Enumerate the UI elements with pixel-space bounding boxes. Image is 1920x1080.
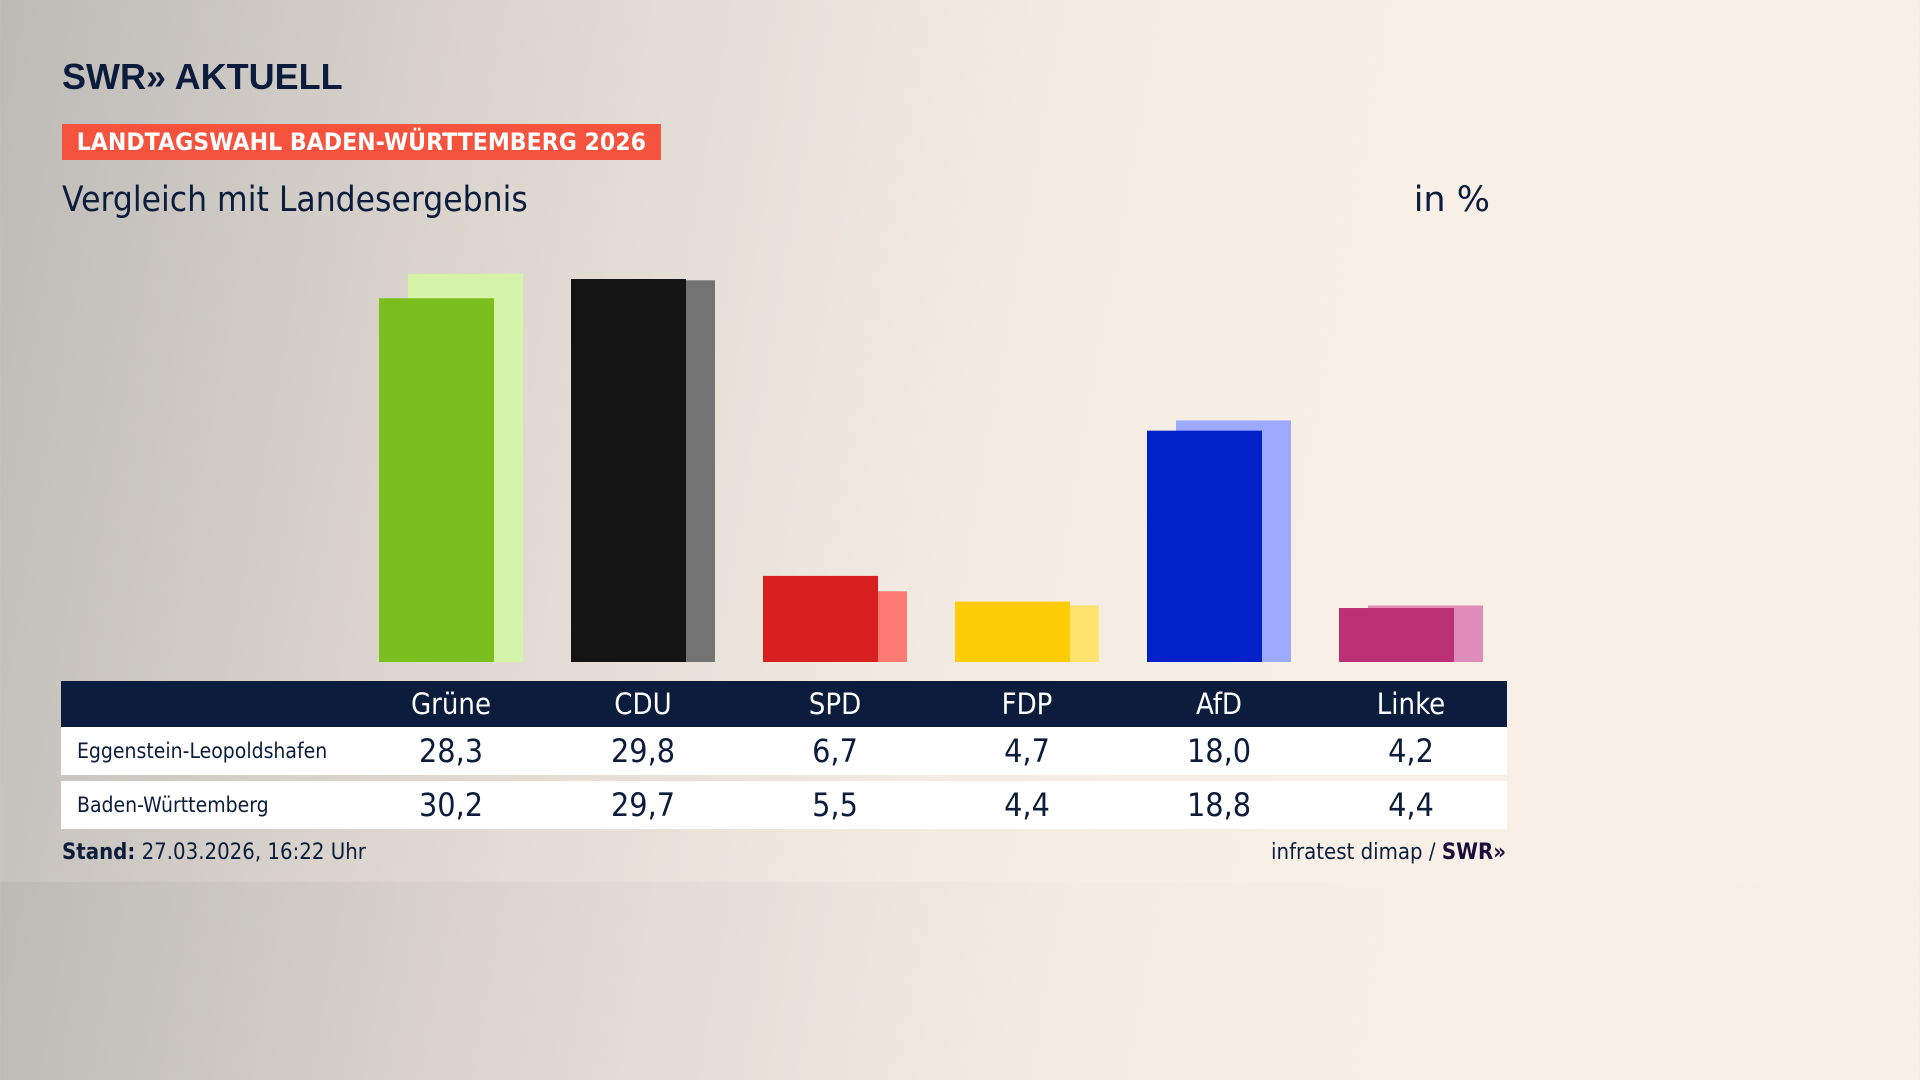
value-cell: 18,8 — [1186, 786, 1252, 824]
bar-spd-gemeinde — [763, 575, 878, 662]
party-label: FDP — [1001, 687, 1053, 721]
value-cell: 4,4 — [1388, 786, 1434, 824]
table-row: Eggenstein-Leopoldshafen 28,3 29,8 6,7 4,7 1… — [61, 727, 1507, 775]
party-label: SPD — [808, 687, 862, 721]
bar-chart — [379, 273, 1483, 662]
value-cell: 29,7 — [610, 786, 676, 824]
party-label: AfD — [1195, 687, 1243, 721]
value-cell: 4,7 — [1004, 732, 1050, 770]
value-cell: 4,2 — [1388, 732, 1434, 770]
swr-logo: SWR» — [1441, 840, 1506, 865]
value-cell: 4,4 — [1004, 786, 1050, 824]
bar-linke-gemeinde — [1339, 608, 1454, 662]
timestamp: Stand: 27.03.2026, 16:22 Uhr — [62, 840, 366, 865]
table-row: Baden-Württemberg 30,2 29,7 5,5 4,4 18,8 4,4 — [61, 781, 1507, 829]
bar-cdu-gemeinde — [571, 279, 686, 662]
value-cell: 18,0 — [1186, 732, 1252, 770]
chart-subtitle: Vergleich mit Landesergebnis — [62, 180, 528, 220]
unit-label: in % — [1413, 180, 1490, 220]
party-label: CDU — [614, 687, 672, 721]
stand-label: Stand: — [62, 840, 136, 865]
value-cell: 6,7 — [812, 732, 858, 770]
value-cell: 28,3 — [418, 732, 484, 770]
bar-grüne-gemeinde — [379, 298, 494, 662]
party-label: Grüne — [410, 687, 492, 721]
swr-aktuell-logo: SWR» AKTUELL — [62, 56, 343, 97]
bar-afd-gemeinde — [1147, 430, 1262, 662]
table-header: Grüne CDU SPD FDP AfD Linke — [61, 681, 1507, 727]
value-cell: 30,2 — [418, 786, 484, 824]
row-label: Baden-Württemberg — [77, 793, 269, 817]
bar-fdp-gemeinde — [955, 601, 1070, 662]
row-label: Eggenstein-Leopoldshafen — [77, 739, 328, 763]
stand-value: 27.03.2026, 16:22 Uhr — [141, 840, 366, 865]
party-label: Linke — [1376, 687, 1446, 721]
source: infratest dimap / SWR» — [1271, 840, 1506, 865]
value-cell: 29,8 — [610, 732, 676, 770]
value-cell: 5,5 — [812, 786, 858, 824]
source-text: infratest dimap / — [1271, 840, 1436, 865]
election-badge: LANDTAGSWAHL BADEN-WÜRTTEMBERG 2026 — [62, 124, 661, 160]
